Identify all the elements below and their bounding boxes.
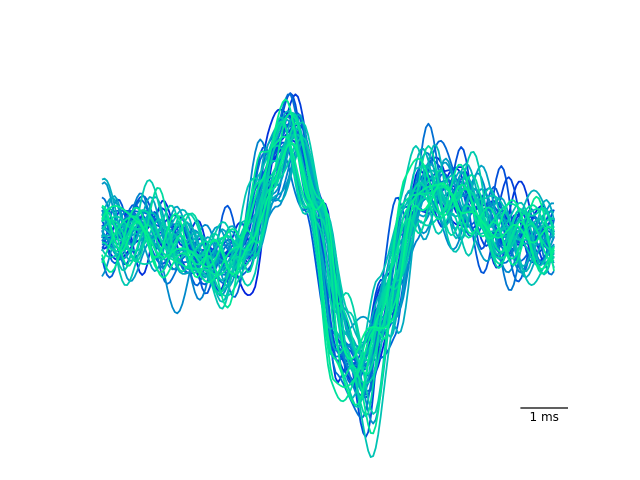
waveform-trace <box>101 135 555 388</box>
waveform-trace <box>101 141 555 368</box>
waveform-trace <box>101 112 555 435</box>
scale-bar: 1 ms <box>520 407 568 424</box>
scale-bar-label: 1 ms <box>530 410 559 424</box>
waveform-trace <box>101 121 555 403</box>
waveform-traces <box>101 92 555 458</box>
waveform-trace <box>101 142 555 361</box>
